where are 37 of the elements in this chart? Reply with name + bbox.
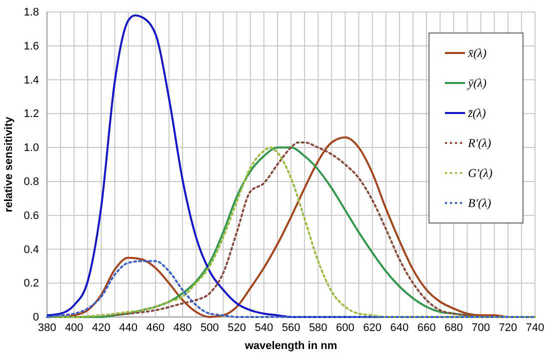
legend-label: z̄(λ) xyxy=(467,106,486,120)
y-tick-label: 1.4 xyxy=(24,74,39,86)
x-tick-label: 700 xyxy=(472,322,490,334)
y-axis-title: relative sensitivity xyxy=(3,116,15,212)
x-tick-label: 440 xyxy=(119,322,138,334)
x-tick-label: 720 xyxy=(498,322,518,334)
legend-label: G′(λ) xyxy=(468,166,492,180)
x-tick-label: 460 xyxy=(146,322,165,334)
x-tick-label: 640 xyxy=(390,322,409,334)
x-tick-label: 500 xyxy=(200,322,219,334)
legend-label: x̄(λ) xyxy=(467,46,487,60)
x-tick-label: 580 xyxy=(308,322,328,334)
x-tick-label: 680 xyxy=(444,322,463,334)
y-tick-label: 1.6 xyxy=(24,40,39,52)
y-tick-label: 0.8 xyxy=(24,176,39,188)
x-tick-label: 520 xyxy=(228,322,246,334)
x-tick-label: 400 xyxy=(64,322,84,334)
y-tick-label: 0 xyxy=(32,312,39,324)
legend-label: ȳ(λ) xyxy=(467,76,487,90)
x-axis-title: wavelength in nm xyxy=(244,340,338,352)
x-tick-label: 480 xyxy=(173,322,192,334)
x-tick-label: 540 xyxy=(254,322,274,334)
x-tick-label: 600 xyxy=(336,322,354,334)
x-tick-label: 380 xyxy=(38,322,56,334)
y-tick-label: 0.6 xyxy=(24,210,39,222)
x-tick-label: 560 xyxy=(282,322,300,334)
legend-label: B′(λ) xyxy=(468,196,492,210)
y-tick-label: 1.0 xyxy=(24,142,39,154)
y-tick-label: 1.2 xyxy=(24,108,39,120)
x-tick-label: 660 xyxy=(417,322,436,334)
x-tick-label: 620 xyxy=(363,322,382,334)
y-tick-label: 0.2 xyxy=(24,278,39,290)
y-tick-label: 0.4 xyxy=(24,244,39,256)
x-tick-label: 740 xyxy=(526,322,544,334)
legend-label: R′(λ) xyxy=(467,136,492,150)
x-tick-label: 420 xyxy=(92,322,110,334)
y-tick-label: 1.8 xyxy=(24,6,39,19)
